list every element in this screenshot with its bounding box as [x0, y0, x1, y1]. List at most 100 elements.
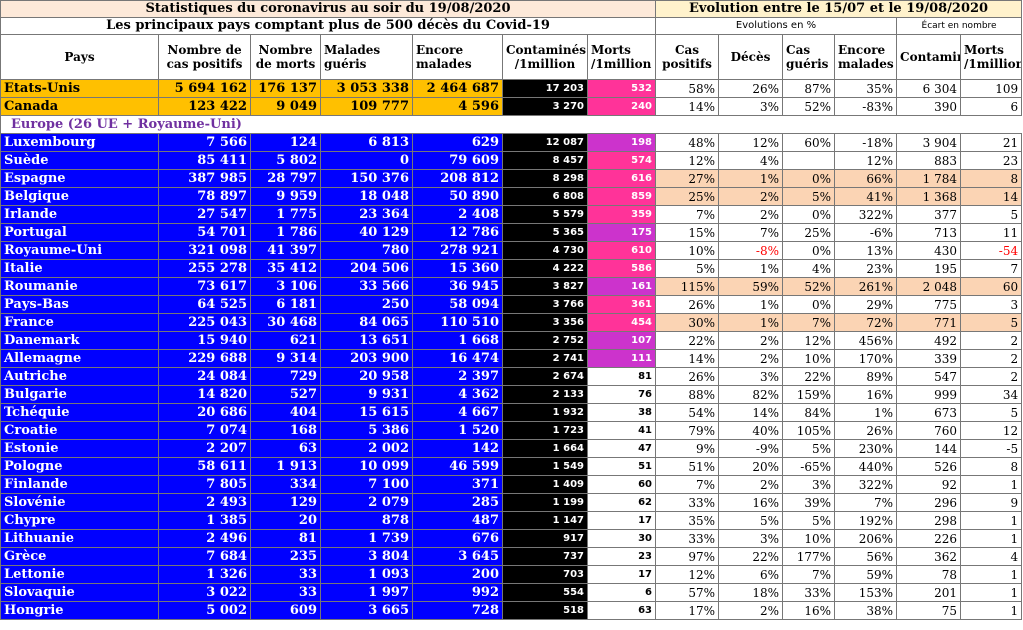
- encore-malades: 992: [412, 583, 503, 602]
- evo-deces: 59%: [718, 277, 784, 296]
- evo-cas-gueris: 10%: [782, 529, 836, 548]
- evo-cas-positifs: 7%: [655, 475, 720, 494]
- country-name: Chypre: [0, 511, 159, 530]
- evo-encore-malades: 230%: [834, 439, 898, 458]
- malades-gueris: 1 093: [320, 565, 413, 584]
- malades-gueris: 13 651: [320, 331, 413, 350]
- ecart-contamines: 883: [896, 151, 962, 170]
- table-row: Bulgarie 14 820 527 9 931 4 362 2 133 76 88% 82%…: [0, 385, 1023, 404]
- nombre-morts: 9 049: [250, 97, 321, 116]
- cas-positifs: 73 617: [158, 277, 251, 296]
- header-positifs: Nombre de cas positifs: [158, 34, 251, 80]
- table-row: Suède 85 411 5 802 0 79 609 8 457 574 12% 4% 12% 8…: [0, 151, 1023, 170]
- malades-gueris: 20 958: [320, 367, 413, 386]
- cas-positifs: 5 002: [158, 601, 251, 620]
- contamines-million: 1 723: [502, 421, 588, 440]
- header-malades: Encore malades: [412, 34, 503, 80]
- ecart-contamines: 226: [896, 529, 962, 548]
- table-row: Estonie 2 207 63 2 002 142 1 664 47 9% -9% 5% 230%…: [0, 439, 1023, 458]
- ecart-morts: 1: [960, 583, 1023, 602]
- table-row: Italie 255 278 35 412 204 506 15 360 4 222 586…: [0, 259, 1023, 278]
- morts-million: 30: [586, 529, 657, 548]
- table-row: Tchéquie 20 686 404 15 615 4 667 1 932 38 54% 14…: [0, 403, 1023, 422]
- evo-encore-malades: 170%: [834, 349, 898, 368]
- contamines-million: 6 808: [502, 187, 588, 206]
- evo-encore-malades: -83%: [834, 97, 898, 116]
- encore-malades: 629: [412, 133, 503, 152]
- cas-positifs: 3 022: [158, 583, 251, 602]
- evo-deces: 20%: [718, 457, 784, 476]
- morts-million: 175: [586, 223, 657, 242]
- nombre-morts: 621: [250, 331, 321, 350]
- evo-cas-gueris: 5%: [782, 187, 836, 206]
- contamines-million: 3 827: [502, 277, 588, 296]
- ecart-contamines: 492: [896, 331, 962, 350]
- evo-cas-gueris: -65%: [782, 457, 836, 476]
- contamines-million: 917: [502, 529, 588, 548]
- morts-million: 586: [586, 259, 657, 278]
- encore-malades: 12 786: [412, 223, 503, 242]
- malades-gueris: 5 386: [320, 421, 413, 440]
- encore-malades: 2 408: [412, 205, 503, 224]
- encore-malades: 371: [412, 475, 503, 494]
- evo-encore-malades: 7%: [834, 493, 898, 512]
- evo-cas-gueris: 87%: [782, 79, 836, 98]
- contamines-million: 1 932: [502, 403, 588, 422]
- nombre-morts: 168: [250, 421, 321, 440]
- evo-cas-gueris: 5%: [782, 511, 836, 530]
- ecart-morts: 60: [960, 277, 1023, 296]
- title-right: Evolution entre le 15/07 et le 19/08/202…: [655, 0, 1023, 18]
- encore-malades: 142: [412, 439, 503, 458]
- malades-gueris: 780: [320, 241, 413, 260]
- ecart-contamines: 144: [896, 439, 962, 458]
- ecart-contamines: 760: [896, 421, 962, 440]
- ecart-morts: 5: [960, 205, 1023, 224]
- malades-gueris: 2 002: [320, 439, 413, 458]
- morts-million: 616: [586, 169, 657, 188]
- table-row: Pologne 58 611 1 913 10 099 46 599 1 549 51 51%…: [0, 457, 1023, 476]
- encore-malades: 728: [412, 601, 503, 620]
- table-row: Pays-Bas 64 525 6 181 250 58 094 3 766 361 26% 1…: [0, 295, 1023, 314]
- contamines-million: 12 087: [502, 133, 588, 152]
- evo-encore-malades: 206%: [834, 529, 898, 548]
- table-row: Allemagne 229 688 9 314 203 900 16 474 2 741 1…: [0, 349, 1023, 368]
- evo-deces: 26%: [718, 79, 784, 98]
- evo-deces: 3%: [718, 529, 784, 548]
- evo-encore-malades: 456%: [834, 331, 898, 350]
- contamines-million: 2 674: [502, 367, 588, 386]
- evo-encore-malades: 41%: [834, 187, 898, 206]
- country-name: Suède: [0, 151, 159, 170]
- cas-positifs: 7 684: [158, 547, 251, 566]
- ecart-contamines: 201: [896, 583, 962, 602]
- country-name: Tchéquie: [0, 403, 159, 422]
- encore-malades: 200: [412, 565, 503, 584]
- evo-cas-positifs: 22%: [655, 331, 720, 350]
- evo-deces: 2%: [718, 331, 784, 350]
- table-row: Roumanie 73 617 3 106 33 566 36 945 3 827 161 1…: [0, 277, 1023, 296]
- morts-million: 17: [586, 511, 657, 530]
- morts-million: 574: [586, 151, 657, 170]
- evo-encore-malades: 66%: [834, 169, 898, 188]
- encore-malades: 1 668: [412, 331, 503, 350]
- cas-positifs: 64 525: [158, 295, 251, 314]
- cas-positifs: 7 074: [158, 421, 251, 440]
- morts-million: 51: [586, 457, 657, 476]
- malades-gueris: 3 804: [320, 547, 413, 566]
- evo-cas-gueris: 5%: [782, 439, 836, 458]
- encore-malades: 15 360: [412, 259, 503, 278]
- contamines-million: 3 356: [502, 313, 588, 332]
- evo-deces: 1%: [718, 259, 784, 278]
- morts-million: 107: [586, 331, 657, 350]
- evo-cas-gueris: 10%: [782, 349, 836, 368]
- ecart-morts: 8: [960, 457, 1023, 476]
- evo-cas-gueris: 52%: [782, 97, 836, 116]
- evo-deces: 3%: [718, 367, 784, 386]
- ecart-contamines: 3 904: [896, 133, 962, 152]
- ecart-contamines: 75: [896, 601, 962, 620]
- cas-positifs: 225 043: [158, 313, 251, 332]
- evo-deces: 7%: [718, 223, 784, 242]
- evo-deces: 14%: [718, 403, 784, 422]
- subtitle-left: Les principaux pays comptant plus de 500…: [0, 17, 657, 35]
- cas-positifs: 85 411: [158, 151, 251, 170]
